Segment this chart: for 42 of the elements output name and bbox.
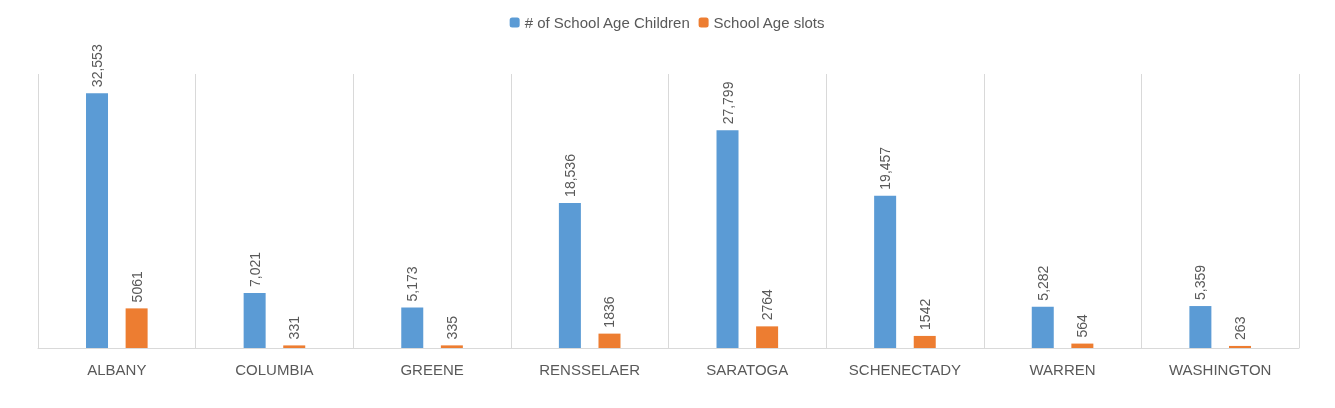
data-label: 335 <box>443 315 460 340</box>
data-label: 32,553 <box>89 44 106 88</box>
x-tick-label: ALBANY <box>87 361 147 378</box>
bar <box>1228 345 1251 348</box>
bar <box>440 345 463 348</box>
data-label: 5,173 <box>404 266 421 302</box>
data-label: 263 <box>1231 316 1248 340</box>
legend-label: # of School Age Children <box>524 14 690 31</box>
data-label: 331 <box>286 315 303 340</box>
data-label: 564 <box>1074 314 1091 338</box>
bar <box>401 307 424 348</box>
bar <box>1031 306 1054 348</box>
data-label: 5,359 <box>1192 264 1209 301</box>
bar <box>125 308 148 348</box>
x-tick-label: WARREN <box>1029 361 1096 378</box>
data-label: 19,457 <box>877 146 894 190</box>
bar <box>874 195 897 348</box>
legend-label: School Age slots <box>713 14 825 31</box>
bar <box>598 333 621 348</box>
data-label: 1542 <box>916 298 933 330</box>
bar <box>913 335 936 348</box>
x-tick-label: WASHINGTON <box>1168 361 1272 378</box>
data-label: 5,282 <box>1034 265 1051 301</box>
bar <box>86 93 109 348</box>
bar <box>243 293 266 348</box>
data-label: 5061 <box>128 271 145 303</box>
data-label: 2764 <box>759 289 776 321</box>
data-label: 7,021 <box>246 251 263 288</box>
bar <box>716 130 739 348</box>
data-label: 18,536 <box>561 153 578 197</box>
bar <box>1189 306 1212 348</box>
bar <box>1071 343 1094 348</box>
x-tick-label: COLUMBIA <box>235 361 314 378</box>
x-tick-label: RENSSELAER <box>539 361 641 378</box>
x-tick-label: SARATOGA <box>706 361 789 378</box>
data-label: 27,799 <box>719 81 736 125</box>
x-tick-label: GREENE <box>400 361 464 378</box>
bar <box>756 326 779 348</box>
bar <box>558 202 581 348</box>
data-label: 1836 <box>601 296 618 328</box>
bar <box>283 345 306 348</box>
x-tick-label: SCHENECTADY <box>848 361 962 378</box>
